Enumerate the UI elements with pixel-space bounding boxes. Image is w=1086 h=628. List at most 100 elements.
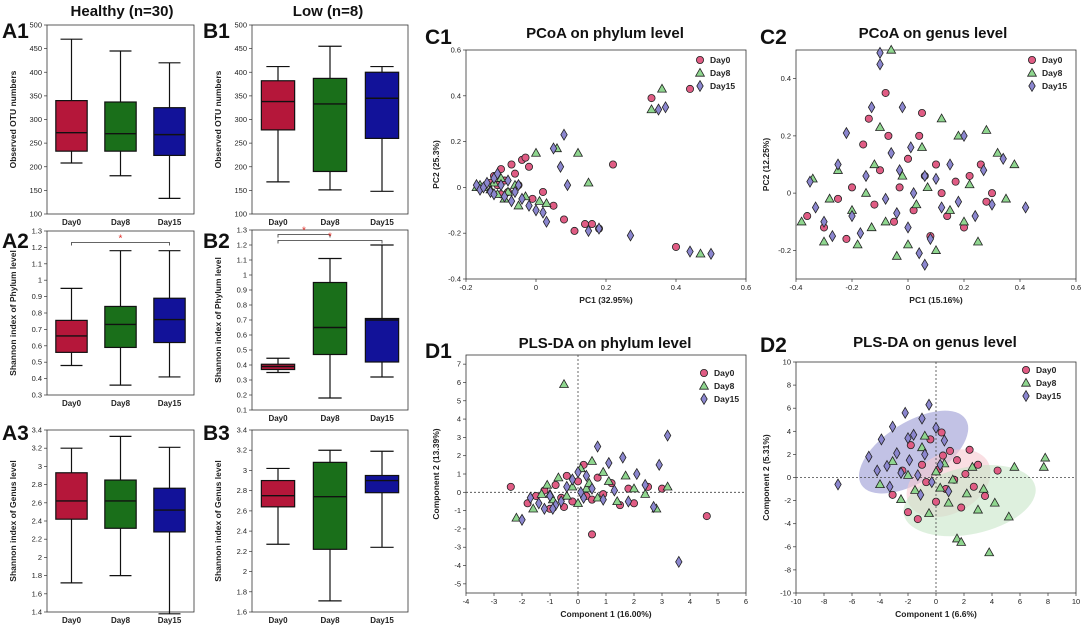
point-diamond xyxy=(873,464,881,477)
box-day0 xyxy=(260,479,296,508)
panel-label-d1: D1 xyxy=(425,340,452,363)
x-tick-label: Day15 xyxy=(158,399,182,408)
point-diamond xyxy=(610,484,619,497)
point-circle xyxy=(609,160,618,169)
point-circle xyxy=(803,212,812,221)
point-diamond xyxy=(624,495,633,508)
y-tick-label: 0.4 xyxy=(451,91,461,100)
point-circle xyxy=(686,84,695,93)
boxplot-a2: 0.3 0.4 0.5 0.6 0.7 0.8 0.9 1 1.1 1.2 1.3 Shannon i… xyxy=(8,227,195,408)
y-tick-label: 2.6 xyxy=(32,498,42,507)
point-diamond xyxy=(557,495,565,508)
point-diamond xyxy=(862,169,870,183)
point-diamond xyxy=(979,164,988,177)
point-diamond xyxy=(921,258,929,271)
point-circle xyxy=(876,166,885,175)
x-tick-label: Day8 xyxy=(320,218,340,227)
point-triangle xyxy=(992,147,1003,157)
legend-label: Day15 xyxy=(714,394,739,404)
point-triangle xyxy=(953,130,964,140)
y-tick-label: 2 xyxy=(457,451,461,460)
point-triangle xyxy=(880,216,891,226)
point-triangle xyxy=(567,481,578,491)
x-tick-label: -1 xyxy=(547,597,554,606)
scatter-d1: PLS-DA on phylum level-4 -3 -2 -1 0 1 2 3 4 5 6-5-… xyxy=(431,335,748,619)
point-triangle xyxy=(620,470,631,480)
point-diamond xyxy=(806,175,814,188)
box-day0 xyxy=(55,99,88,152)
y-tick-label: 3 xyxy=(243,466,247,475)
point-diamond xyxy=(574,465,582,479)
point-circle xyxy=(551,480,560,489)
point-circle xyxy=(593,473,602,482)
y-tick-label: -4 xyxy=(454,561,461,570)
point-triangle xyxy=(1040,452,1051,462)
legend-label: Day0 xyxy=(1042,55,1063,65)
point-diamond xyxy=(549,142,558,155)
point-triangle xyxy=(534,195,545,205)
point-triangle xyxy=(511,512,522,522)
point-triangle xyxy=(542,479,553,489)
box-day0 xyxy=(260,80,296,131)
x-axis-label: PC1 (32.95%) xyxy=(579,295,633,305)
y-tick-label: 1.8 xyxy=(237,587,247,596)
point-diamond xyxy=(960,129,968,143)
point-diamond xyxy=(535,497,543,510)
x-tick-label: Day8 xyxy=(320,616,340,625)
y-tick-label: -2 xyxy=(784,496,791,505)
point-diamond xyxy=(898,101,907,114)
y-tick-label: 4 xyxy=(787,427,791,436)
point-triangle xyxy=(1009,461,1020,471)
point-diamond xyxy=(954,195,963,208)
point-triangle xyxy=(572,147,584,157)
point-diamond xyxy=(971,209,979,223)
point-triangle xyxy=(1009,159,1020,169)
point-triangle xyxy=(874,121,886,131)
x-tick-label: 0.4 xyxy=(671,283,681,292)
point-diamond xyxy=(649,500,658,514)
point-triangle xyxy=(513,200,524,210)
point-triangle xyxy=(561,490,572,500)
y-tick-label: 1.1 xyxy=(237,256,247,265)
point-diamond xyxy=(500,190,509,203)
x-tick-label: 5 xyxy=(716,597,720,606)
point-circle xyxy=(588,220,597,229)
point-diamond xyxy=(504,174,512,187)
point-triangle xyxy=(536,488,547,498)
point-triangle xyxy=(956,536,967,546)
y-tick-label: 2 xyxy=(787,450,791,459)
y-tick-label: 150 xyxy=(234,186,247,195)
point-diamond xyxy=(907,141,915,154)
y-tick-label: 500 xyxy=(234,21,247,30)
y-tick-label: 350 xyxy=(234,91,247,100)
point-diamond xyxy=(518,192,526,206)
point-diamond xyxy=(497,178,505,192)
y-tick-label: 100 xyxy=(29,210,42,219)
box-day15 xyxy=(364,71,400,140)
point-triangle xyxy=(922,181,933,192)
significance-star: * xyxy=(119,233,123,244)
y-tick-label: 2.2 xyxy=(32,535,42,544)
point-diamond xyxy=(595,222,603,235)
point-diamond xyxy=(539,206,547,219)
y-tick-label: 0.7 xyxy=(237,316,247,325)
y-tick-label: 3.4 xyxy=(237,426,247,435)
x-tick-label: 0.2 xyxy=(601,283,611,292)
y-tick-label: 200 xyxy=(29,162,42,171)
y-tick-label: -6 xyxy=(784,542,791,551)
legend-label: Day15 xyxy=(1036,391,1061,401)
point-diamond xyxy=(926,232,935,246)
point-diamond xyxy=(914,469,922,482)
y-tick-label: -10 xyxy=(780,589,791,598)
point-diamond xyxy=(877,433,886,446)
point-triangle xyxy=(930,466,942,476)
y-axis-label: PC2 (12.25%) xyxy=(761,138,771,192)
y-tick-label: 0.3 xyxy=(237,376,247,385)
point-diamond xyxy=(486,185,495,199)
point-diamond xyxy=(842,126,851,140)
y-tick-label: 2.6 xyxy=(237,506,247,515)
box-day15 xyxy=(153,297,186,344)
x-tick-label: Day8 xyxy=(111,218,131,227)
point-circle xyxy=(859,140,868,149)
